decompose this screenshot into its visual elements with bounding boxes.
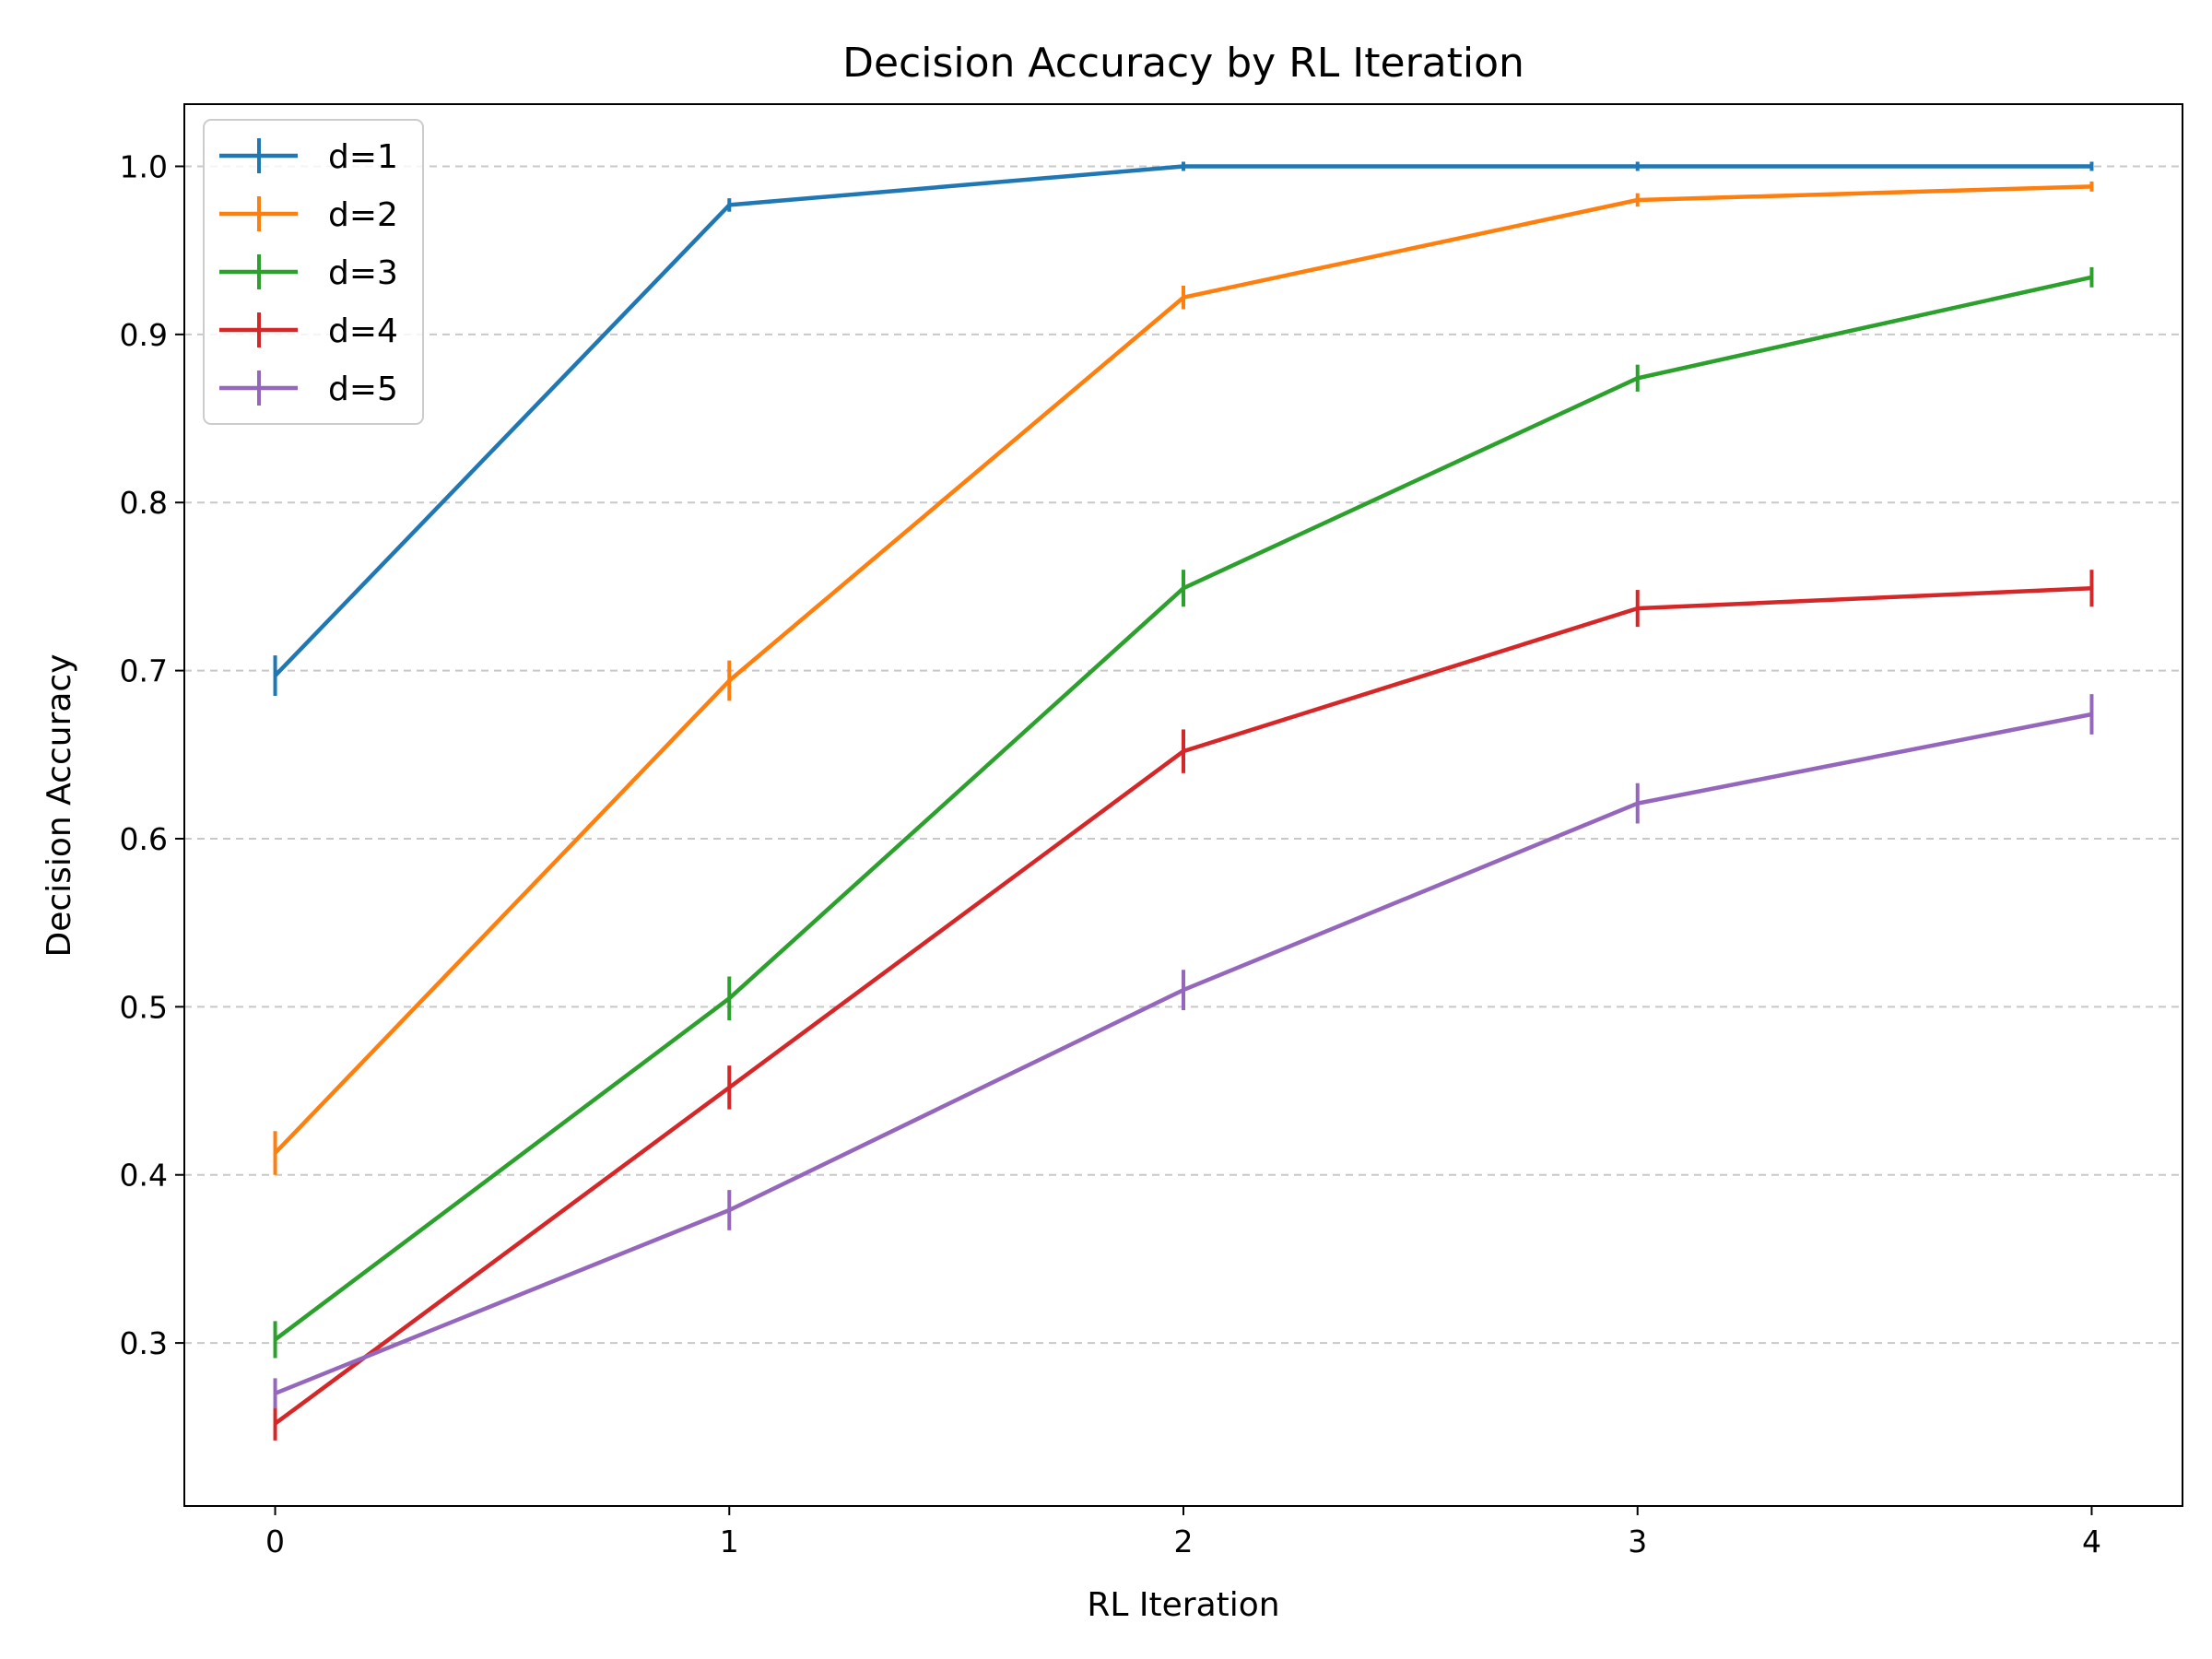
legend-item: d=3 xyxy=(219,254,398,292)
y-axis-label: Decision Accuracy xyxy=(41,653,78,957)
series-d=3 xyxy=(273,266,2094,1359)
legend-label: d=1 xyxy=(328,138,398,176)
series-d=4 xyxy=(273,570,2094,1441)
series-d=5 xyxy=(273,694,2094,1409)
y-axis-ticks: 0.3 0.4 0.5 0.6 0.7 0.8 0.9 1.0 xyxy=(120,148,184,1361)
y-tick-label: 0.3 xyxy=(120,1325,168,1361)
x-tick-label: 0 xyxy=(265,1524,285,1559)
x-tick-label: 2 xyxy=(1174,1524,1194,1559)
legend-label: d=5 xyxy=(328,371,398,408)
legend-item: d=2 xyxy=(219,196,398,234)
x-axis-label: RL Iteration xyxy=(1087,1586,1279,1624)
x-tick-label: 4 xyxy=(2082,1524,2101,1559)
legend-item: d=5 xyxy=(219,371,398,408)
series-d=1 xyxy=(273,161,2094,696)
y-tick-label: 0.4 xyxy=(120,1158,168,1194)
chart-title: Decision Accuracy by RL Iteration xyxy=(842,40,1524,87)
y-tick-label: 0.6 xyxy=(120,821,168,857)
legend-box xyxy=(203,119,424,425)
legend: d=1 d=2 d=3 d=4 d=5 xyxy=(203,119,424,425)
legend-item: d=4 xyxy=(219,312,398,350)
y-tick-label: 1.0 xyxy=(120,148,168,184)
legend-label: d=2 xyxy=(328,196,398,234)
legend-label: d=3 xyxy=(328,254,398,292)
series-d=2 xyxy=(273,181,2094,1175)
y-tick-label: 0.9 xyxy=(120,317,168,353)
legend-item: d=1 xyxy=(219,138,398,176)
legend-label: d=4 xyxy=(328,312,398,350)
x-axis-ticks: 0 1 2 3 4 xyxy=(265,1506,2101,1559)
y-tick-label: 0.5 xyxy=(120,989,168,1025)
x-tick-label: 1 xyxy=(720,1524,739,1559)
x-tick-label: 3 xyxy=(1628,1524,1647,1559)
y-tick-label: 0.8 xyxy=(120,485,168,521)
series-lines xyxy=(273,161,2094,1441)
y-tick-label: 0.7 xyxy=(120,653,168,689)
